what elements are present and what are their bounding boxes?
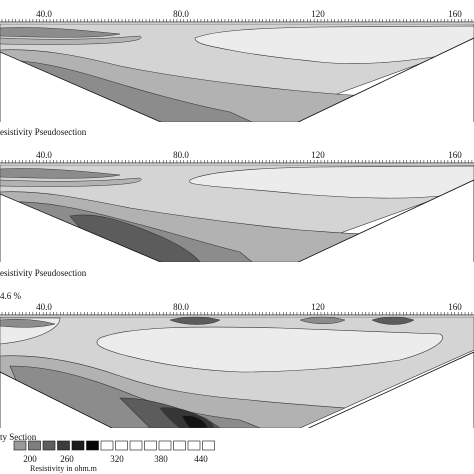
- contour-band-top: [0, 35, 142, 45]
- tick-label: 40.0: [36, 9, 52, 19]
- section-mask: [0, 122, 474, 128]
- panel-calculated: 40.0 80.0 120 160 esistivity Pseudosecti…: [0, 150, 474, 278]
- legend-value: 380: [154, 454, 168, 464]
- axis-tick-labels: 40.0 80.0 120 160: [36, 302, 462, 312]
- legend-swatch: [42, 440, 56, 451]
- tick-label: 80.0: [173, 150, 189, 160]
- tick-label: 120: [311, 9, 325, 19]
- surface-anomaly: [299, 316, 346, 324]
- rms-error-label: 4.6 %: [0, 291, 22, 301]
- panel-measured: 40.0 80.0 120 160 esistivity Pseudosecti…: [0, 9, 474, 137]
- legend-swatch: [115, 440, 128, 451]
- tick-label: 40.0: [36, 302, 52, 312]
- legend-swatch: [71, 440, 85, 451]
- legend-swatch: [187, 440, 201, 451]
- contour-region-lightest: [194, 25, 474, 64]
- surface-anomaly: [371, 316, 415, 325]
- legend-swatch: [144, 440, 157, 451]
- contour-region-lightest: [189, 165, 474, 199]
- tick-label: 160: [448, 302, 462, 312]
- legend-value: 200: [23, 454, 37, 464]
- panel-caption: esistivity Pseudosection: [0, 127, 87, 137]
- tick-label: 120: [311, 302, 325, 312]
- legend-swatches: [13, 440, 215, 451]
- pseudosection-contours: [0, 164, 474, 268]
- axis-line: [0, 312, 474, 316]
- tick-label: 40.0: [36, 150, 52, 160]
- legend-value: 440: [194, 454, 208, 464]
- legend-swatch: [173, 440, 186, 451]
- legend-swatch: [158, 440, 172, 451]
- tick-label: 80.0: [173, 9, 189, 19]
- section-mask: [0, 428, 474, 434]
- legend-swatch: [57, 440, 70, 451]
- pseudosection-contours: [0, 23, 474, 128]
- legend-value: 260: [60, 454, 74, 464]
- axis-line: [0, 160, 474, 164]
- contour-band-top: [0, 168, 121, 179]
- legend-value: 320: [110, 454, 124, 464]
- color-legend: 200 260 320 380 440 Resistivity in ohm.m: [13, 440, 215, 473]
- tick-label: 80.0: [173, 302, 189, 312]
- surface-anomaly: [0, 318, 56, 328]
- tick-label: 120: [311, 150, 325, 160]
- legend-swatch: [129, 440, 143, 451]
- axis-tick-labels: 40.0 80.0 120 160: [36, 9, 462, 19]
- legend-swatch: [13, 440, 27, 451]
- legend-swatch: [86, 440, 99, 451]
- axis-tick-labels: 40.0 80.0 120 160: [36, 150, 462, 160]
- contour-region-lightest: [96, 326, 443, 373]
- contour-band-top: [0, 27, 121, 38]
- resistivity-contours: [0, 316, 474, 434]
- panel-inverse: 4.6 % 40.0 80.0 120 160 ty Section: [0, 291, 474, 442]
- panel-caption: esistivity Pseudosection: [0, 268, 87, 278]
- legend-swatch: [202, 440, 215, 451]
- axis-line: [0, 19, 474, 23]
- legend-swatch: [100, 440, 114, 451]
- legend-swatch: [28, 440, 41, 451]
- panel-caption: ty Section: [0, 432, 37, 442]
- section-mask: [0, 262, 474, 268]
- tick-label: 160: [448, 9, 462, 19]
- legend-unit-label: Resistivity in ohm.m: [30, 464, 98, 473]
- legend-value-labels: 200 260 320 380 440: [23, 454, 208, 464]
- contour-band-top: [0, 177, 142, 187]
- surface-anomaly: [169, 316, 221, 325]
- tick-label: 160: [448, 150, 462, 160]
